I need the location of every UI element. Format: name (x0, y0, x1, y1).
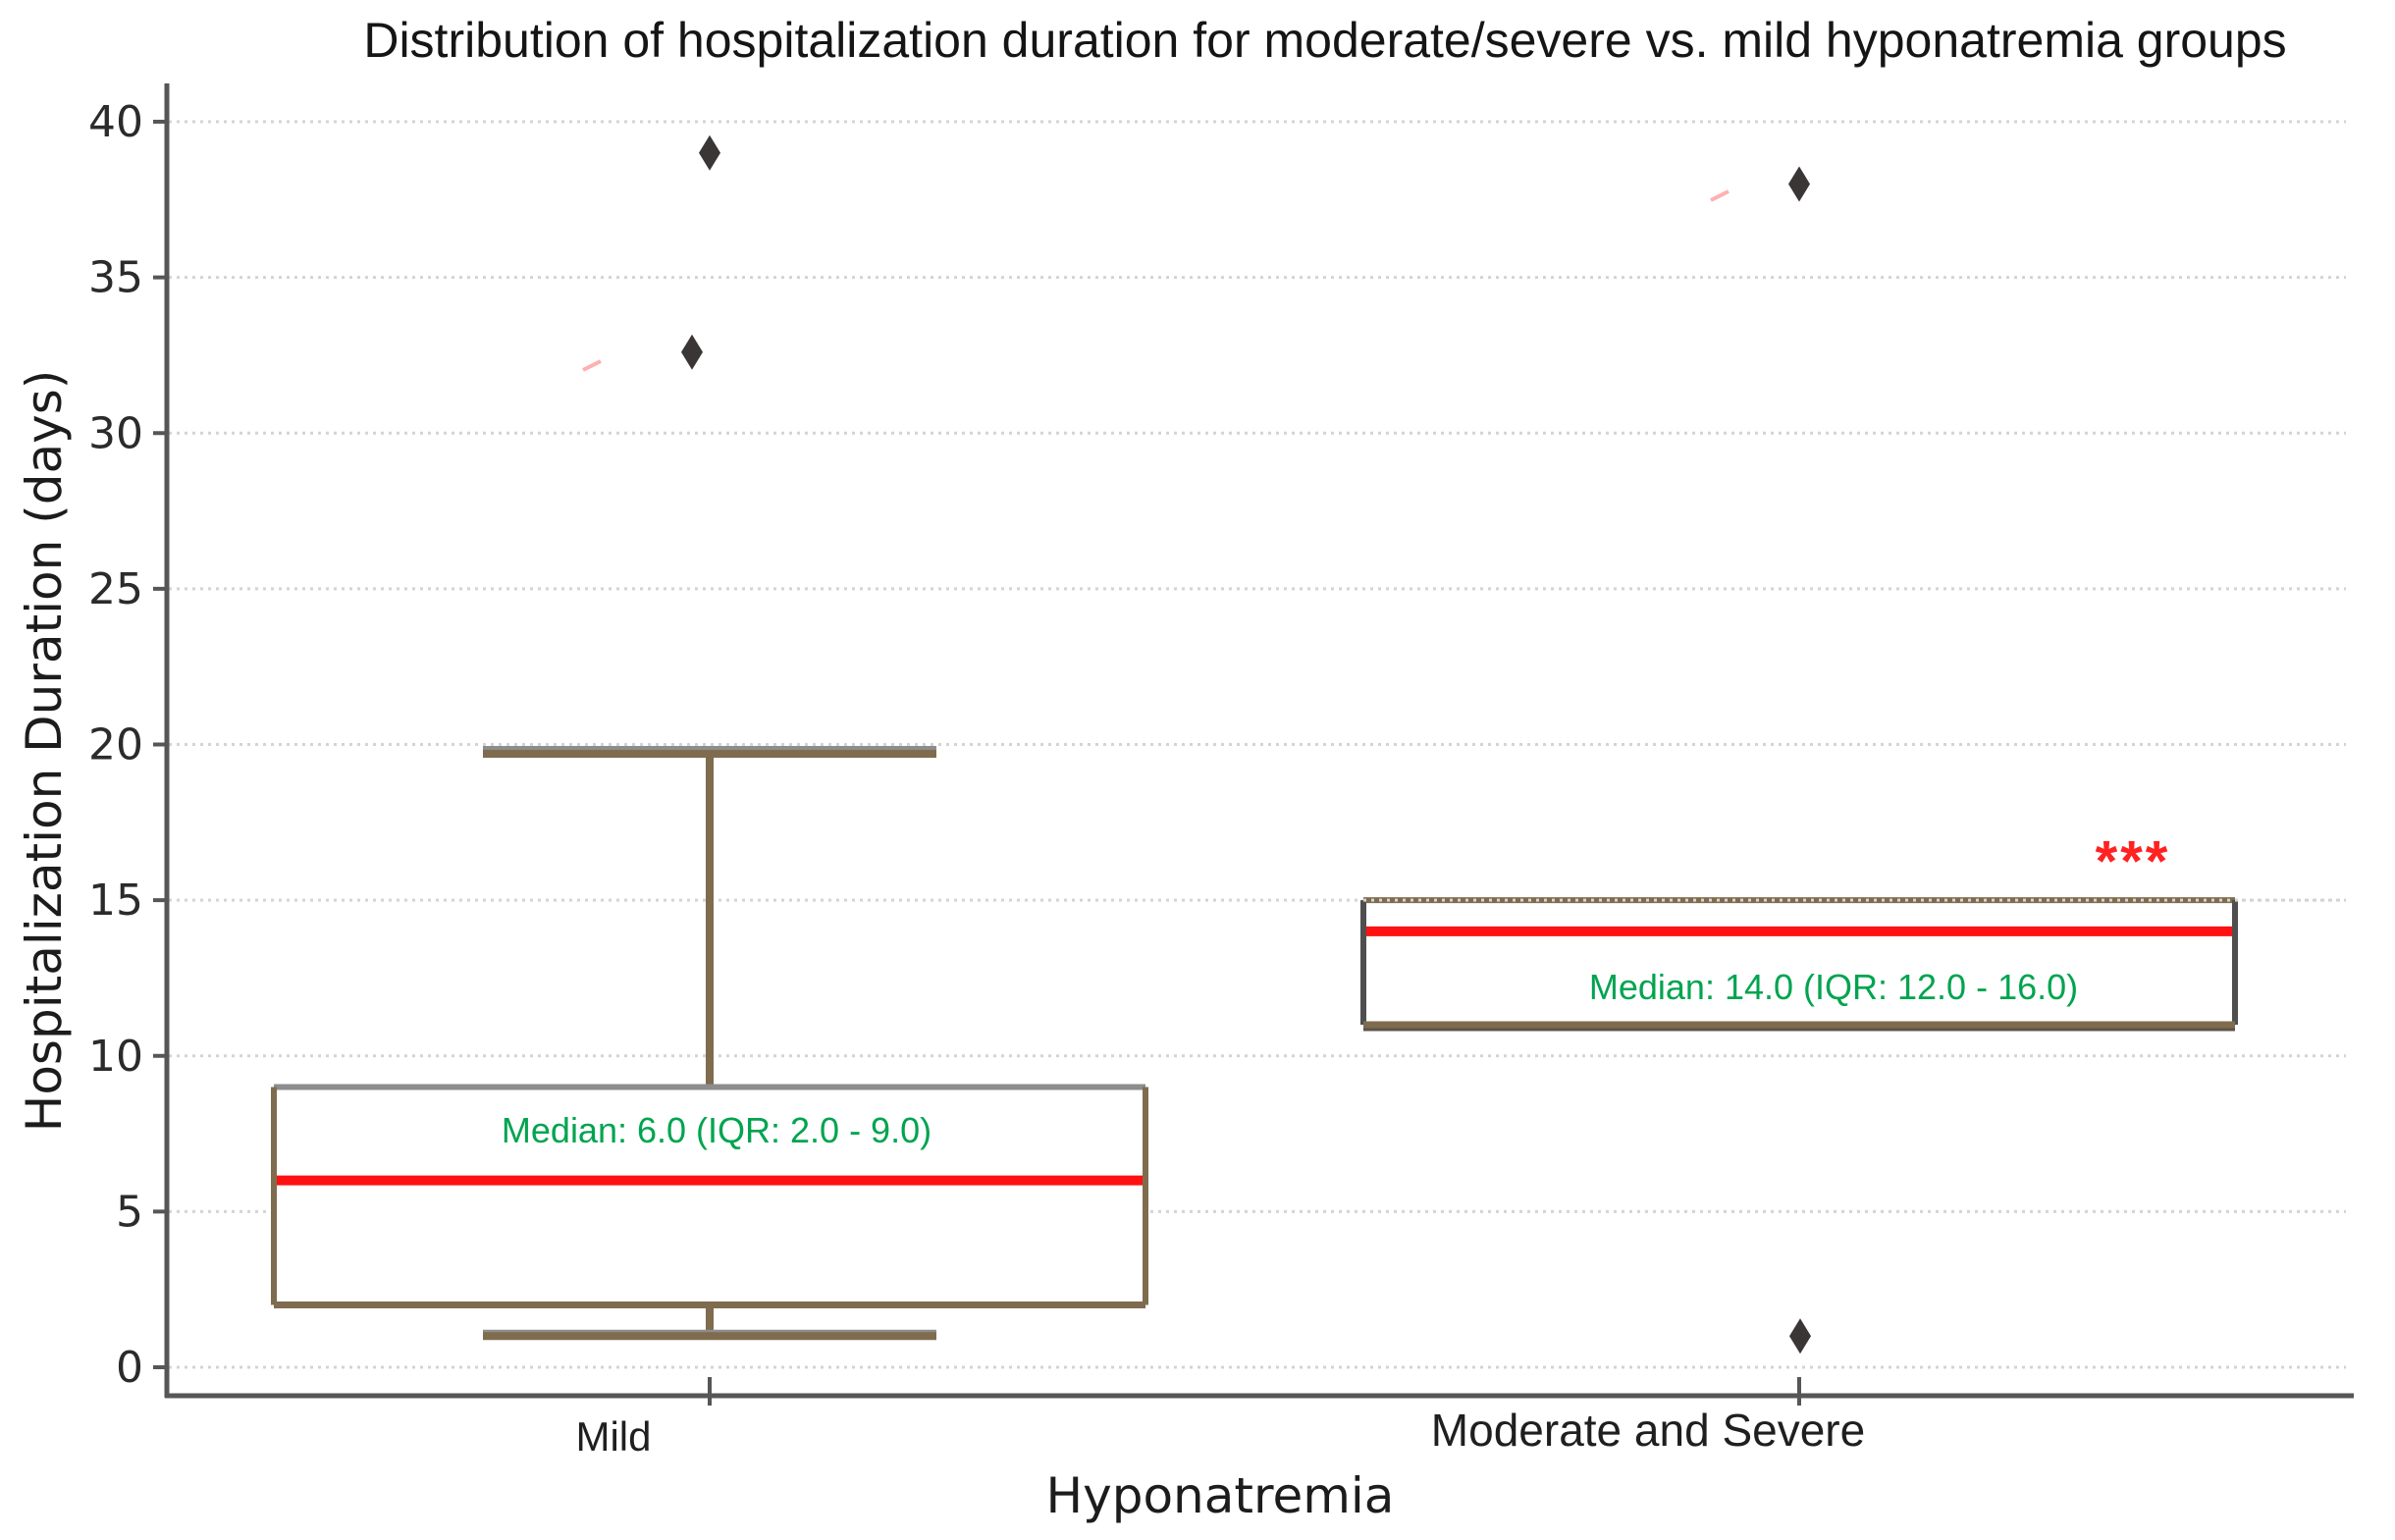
outlier-diamond (1788, 166, 1810, 202)
box-mild (274, 1087, 1145, 1305)
x-tick-label-moderate-severe: Moderate and Severe (1430, 1405, 1866, 1456)
pink-artifact (582, 359, 602, 372)
significance-stars: *** (2095, 829, 2171, 894)
outlier-diamond (699, 134, 720, 171)
y-tick-label: 10 (88, 1032, 143, 1082)
x-axis-label: Hyponatremia (1045, 1467, 1395, 1524)
outlier-diamond (1789, 1318, 1811, 1354)
box-moderate-severe (1363, 900, 2235, 1026)
median-annotation-mild: Median: 6.0 (IQR: 2.0 - 9.0) (501, 1110, 932, 1150)
y-tick-label: 35 (88, 253, 143, 303)
y-tick-label: 20 (88, 720, 143, 770)
median-annotation-moderate-severe: Median: 14.0 (IQR: 12.0 - 16.0) (1588, 967, 2079, 1007)
y-tick-label: 30 (88, 408, 143, 458)
x-tick-label-mild: Mild (575, 1413, 652, 1460)
chart-title: Distribution of hospitalization duration… (363, 13, 2287, 68)
outlier-diamond (681, 334, 703, 370)
pink-artifact (1710, 189, 1730, 202)
y-tick-label: 25 (88, 564, 143, 614)
y-tick-label: 5 (116, 1187, 143, 1237)
y-axis-label: Hospitalization Duration (days) (16, 369, 73, 1133)
y-tick-label: 0 (116, 1343, 143, 1393)
y-tick-label: 15 (88, 876, 143, 926)
y-tick-label: 40 (88, 97, 143, 147)
